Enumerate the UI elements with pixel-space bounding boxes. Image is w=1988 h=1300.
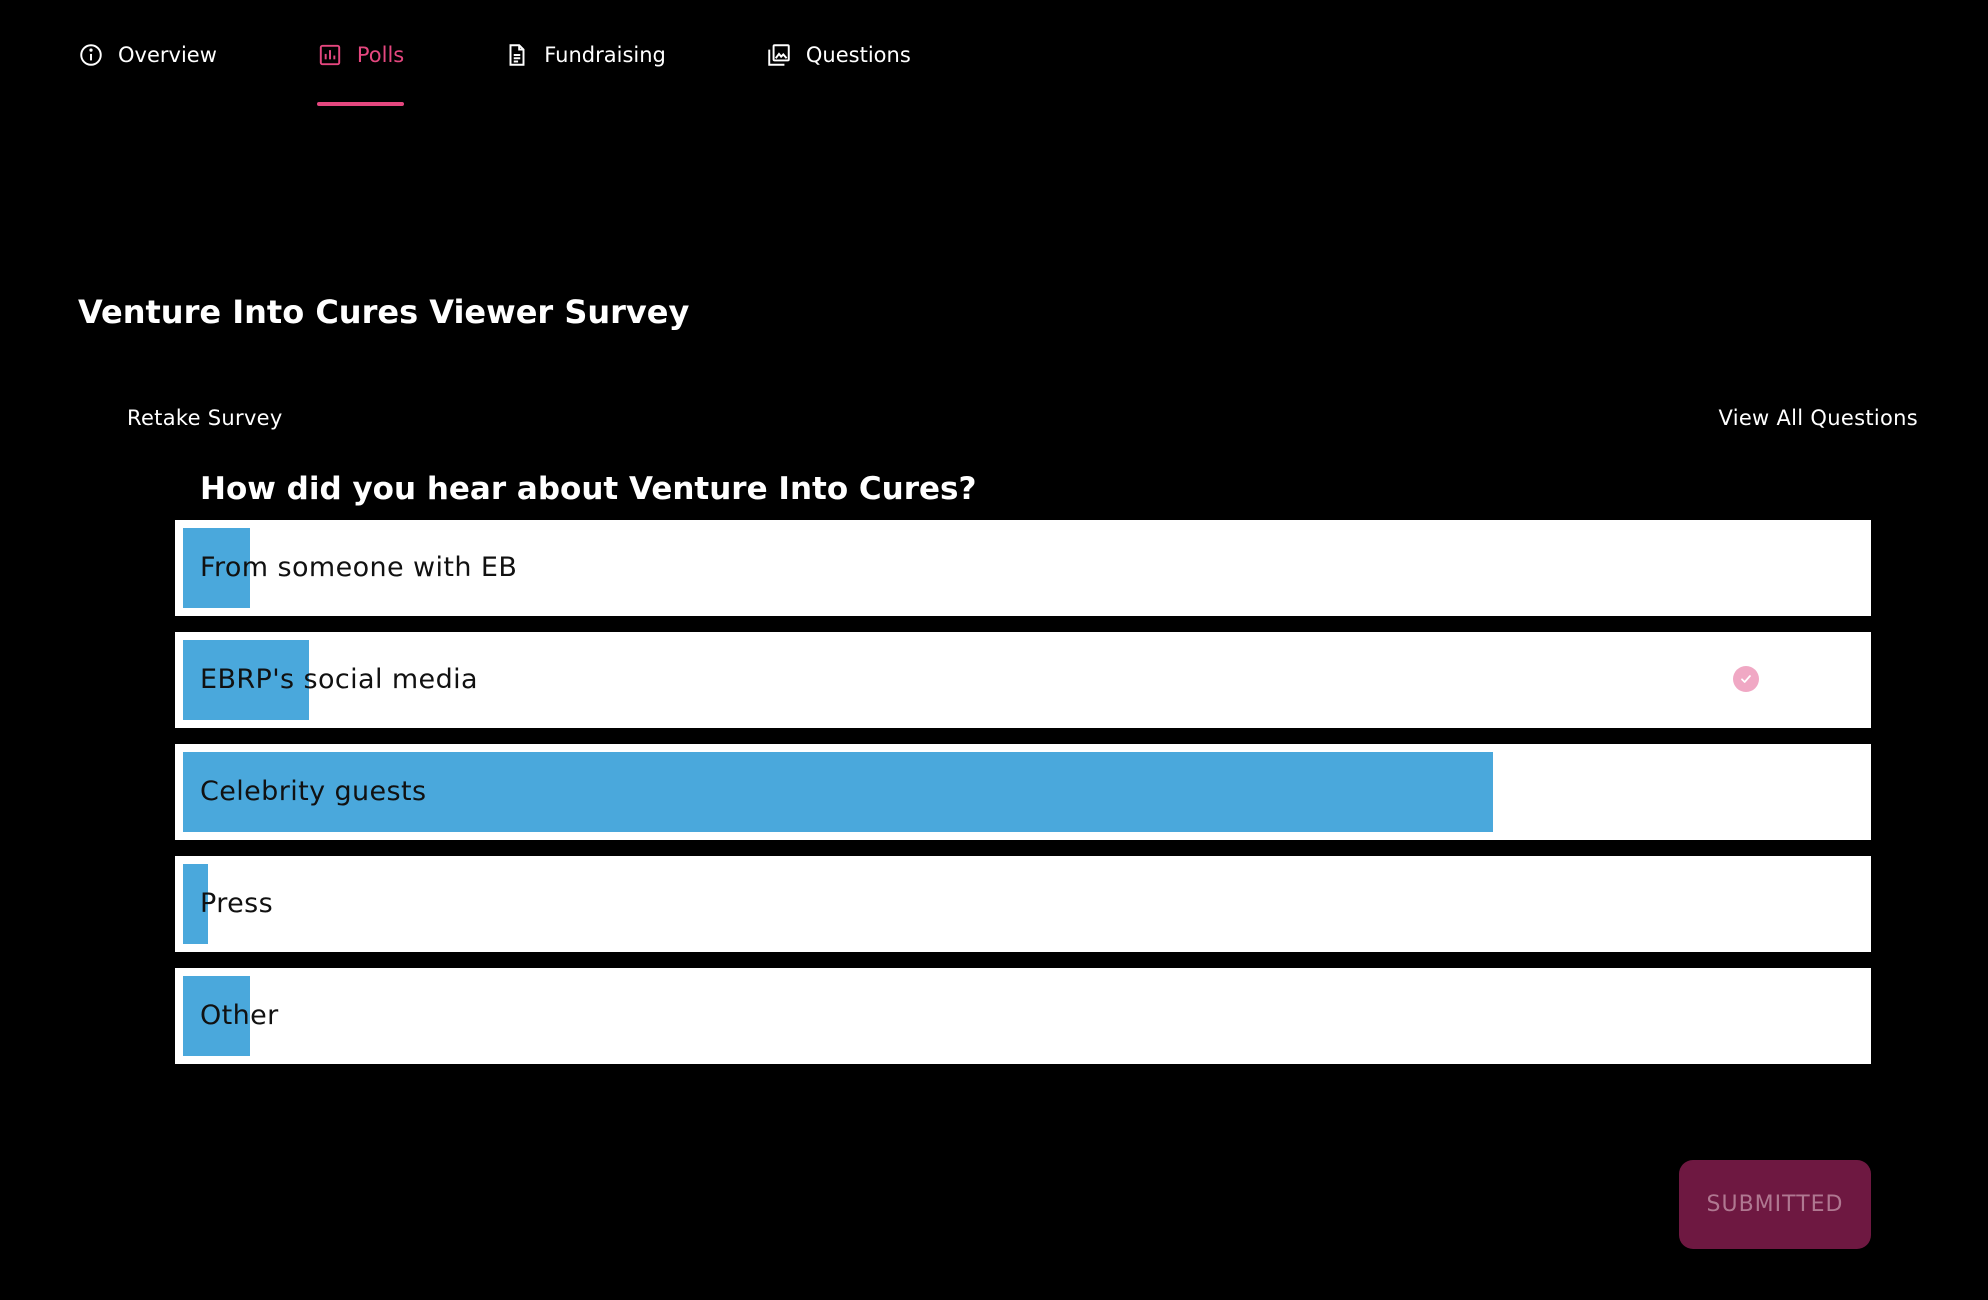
poll-option[interactable]: Celebrity guests <box>175 744 1871 840</box>
tab-polls[interactable]: Polls <box>316 36 405 106</box>
tab-bar: Overview Polls Fundraising Questions <box>78 36 1011 106</box>
tab-questions[interactable]: Questions <box>766 36 911 106</box>
result-bar <box>183 976 250 1056</box>
poll-option[interactable]: Press <box>175 856 1871 952</box>
tab-questions-label: Questions <box>805 43 911 67</box>
poll-question: How did you hear about Venture Into Cure… <box>200 471 977 507</box>
result-bar <box>183 528 250 608</box>
poll-option[interactable]: From someone with EB <box>175 520 1871 616</box>
retake-survey-link[interactable]: Retake Survey <box>127 406 283 430</box>
tab-fundraising[interactable]: Fundraising <box>504 36 666 106</box>
poll-options: From someone with EB EBRP's social media… <box>175 520 1871 1080</box>
poll-option-label: From someone with EB <box>200 552 518 583</box>
submitted-button[interactable]: SUBMITTED <box>1679 1160 1871 1249</box>
view-all-questions-link[interactable]: View All Questions <box>1718 406 1918 430</box>
tab-polls-label: Polls <box>356 43 405 67</box>
check-circle-icon <box>1733 666 1759 692</box>
result-bar <box>183 640 309 720</box>
document-icon <box>504 42 530 68</box>
poll-option-label: Press <box>200 888 274 919</box>
survey-title: Venture Into Cures Viewer Survey <box>78 293 690 331</box>
tab-overview-label: Overview <box>118 43 217 67</box>
tab-overview[interactable]: Overview <box>78 36 217 106</box>
poll-option[interactable]: Other <box>175 968 1871 1064</box>
poll-option-label: EBRP's social media <box>200 664 478 695</box>
tab-fundraising-label: Fundraising <box>544 43 666 67</box>
result-bar <box>183 864 208 944</box>
poll-option-label: Celebrity guests <box>200 776 427 807</box>
poll-option[interactable]: EBRP's social media <box>175 632 1871 728</box>
poll-option-label: Other <box>200 1000 279 1031</box>
bar-chart-icon <box>317 42 343 68</box>
info-circle-icon <box>78 42 104 68</box>
image-gallery-icon <box>766 42 792 68</box>
result-bar <box>183 752 1493 832</box>
